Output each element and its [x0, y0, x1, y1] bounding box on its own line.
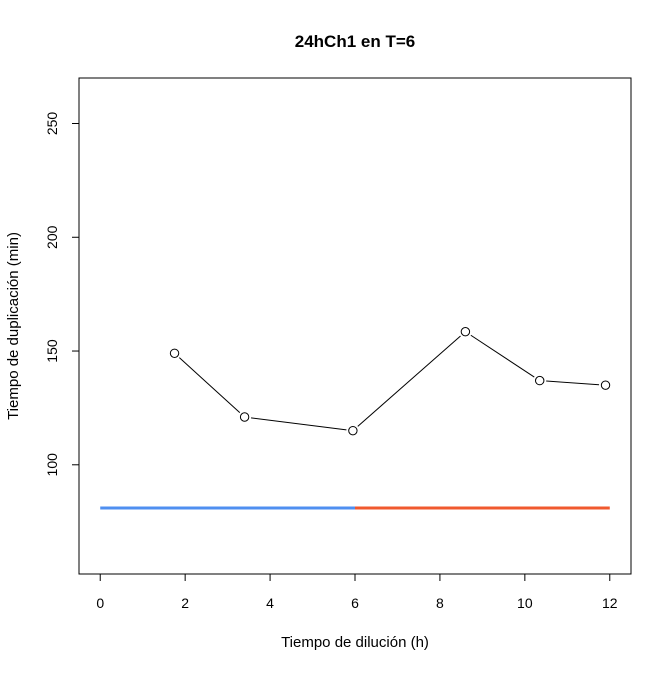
- y-tick-label: 100: [44, 453, 60, 477]
- data-point: [600, 380, 611, 390]
- plot-frame: [78, 77, 632, 575]
- data-point: [348, 425, 358, 436]
- series-line-segment: [179, 357, 241, 414]
- x-tick-label: 8: [436, 595, 444, 611]
- x-tick-label: 12: [602, 595, 618, 611]
- y-tick-label: 150: [44, 339, 60, 363]
- y-axis: 100 150 200 250: [44, 112, 80, 477]
- x-tick-label: 6: [351, 595, 359, 611]
- series-line-segment: [357, 335, 461, 427]
- x-axis: 0 2 4 6 8 10 12: [96, 573, 618, 611]
- series-line-segment: [470, 334, 535, 378]
- data-point: [169, 348, 180, 359]
- y-tick-label: 200: [44, 225, 60, 249]
- y-tick-label: 250: [44, 112, 60, 136]
- series-line-segment: [250, 417, 347, 431]
- x-tick-label: 4: [266, 595, 274, 611]
- data-point: [460, 326, 471, 337]
- chart-title: 24hCh1 en T=6: [295, 32, 415, 51]
- x-tick-label: 0: [96, 595, 104, 611]
- x-tick-label: 2: [181, 595, 189, 611]
- series-line-segment: [546, 380, 600, 386]
- x-tick-label: 10: [517, 595, 533, 611]
- series-layer: [169, 326, 611, 436]
- data-point: [239, 412, 250, 422]
- data-point: [535, 375, 545, 386]
- x-axis-title: Tiempo de dilución (h): [281, 634, 429, 651]
- y-axis-title: Tiempo de duplicación (min): [5, 232, 22, 420]
